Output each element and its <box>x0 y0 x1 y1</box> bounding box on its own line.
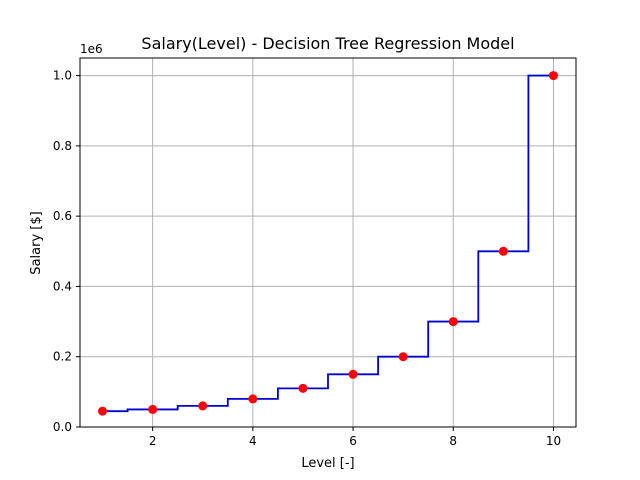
chart-title: Salary(Level) - Decision Tree Regression… <box>141 34 514 53</box>
data-point <box>398 352 408 362</box>
x-tick-label: 6 <box>349 434 357 448</box>
x-tick-label: 8 <box>449 434 457 448</box>
data-point <box>498 246 508 256</box>
y-tick-label: 0.6 <box>53 209 72 223</box>
data-point <box>98 406 108 416</box>
data-point <box>198 401 208 411</box>
data-point <box>248 394 258 404</box>
y-axis-label: Salary [$] <box>29 211 44 274</box>
x-tick-label: 2 <box>149 434 157 448</box>
y-tick-label: 0.2 <box>53 350 72 364</box>
data-point <box>148 404 158 414</box>
y-tick-label: 0.8 <box>53 139 72 153</box>
y-tick-label: 0.4 <box>53 279 72 293</box>
x-tick-label: 4 <box>249 434 257 448</box>
regression-step-line <box>102 74 554 413</box>
plot-frame <box>79 57 577 428</box>
data-point <box>448 317 458 327</box>
data-point <box>548 71 558 81</box>
y-axis-offset-label: 1e6 <box>80 42 103 56</box>
grid-lines <box>80 58 576 428</box>
y-tick-label: 0.0 <box>53 420 72 434</box>
data-point <box>348 369 358 379</box>
data-point <box>298 383 308 393</box>
data-points-layer <box>98 71 558 416</box>
x-tick-label: 10 <box>546 434 561 448</box>
y-tick-label: 1.0 <box>53 69 72 83</box>
axis-ticks: 2 4 6 8 10 0.0 0.2 0.4 0.6 0.8 1.0 <box>53 69 561 448</box>
x-axis-label: Level [-] <box>301 456 354 471</box>
regression-line-layer <box>102 74 554 413</box>
